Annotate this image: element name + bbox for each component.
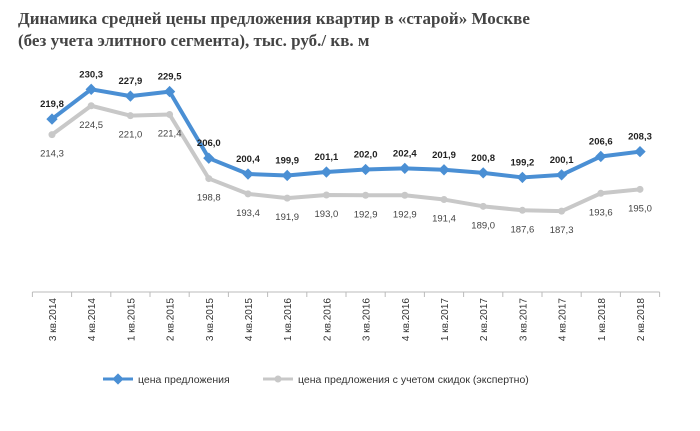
data-label: 187,6 (511, 224, 535, 235)
data-label: 193,6 (589, 207, 613, 218)
data-label: 198,8 (197, 193, 221, 204)
data-label: 221,4 (158, 129, 182, 140)
x-tick-label: 4 кв.2014 (87, 298, 98, 341)
data-point (438, 164, 450, 176)
x-tick-label: 1 кв.2018 (597, 298, 608, 341)
x-tick-label: 3 кв.2014 (48, 298, 59, 341)
x-tick-label: 4 кв.2016 (401, 298, 412, 341)
data-label: 202,0 (354, 150, 378, 161)
data-label: 200,4 (236, 154, 260, 165)
data-label: 200,8 (471, 153, 495, 164)
data-point (203, 152, 215, 164)
chart-title: Динамика средней цены предложения кварти… (18, 9, 530, 50)
series-2: 214,3 224,5 221,0 221,4 198,8 193,4 191,9 193,0… (40, 102, 652, 236)
x-tick-label: 1 кв.2016 (283, 298, 294, 341)
data-label: 224,5 (79, 120, 103, 131)
data-point (242, 168, 254, 180)
data-point (244, 190, 252, 198)
x-tick-label: 1 кв.2017 (440, 298, 451, 341)
legend: цена предложения цена предложения с учето… (103, 373, 529, 386)
data-label: 200,1 (550, 155, 574, 166)
legend-marker-2 (274, 375, 282, 383)
data-label: 202,4 (393, 148, 417, 159)
data-point (595, 150, 607, 163)
data-point (597, 189, 605, 197)
data-point (555, 169, 568, 181)
x-tick-label: 4 кв.2015 (244, 298, 255, 341)
data-label: 192,9 (354, 209, 378, 220)
data-label: 201,1 (315, 152, 339, 163)
x-tick-label: 2 кв.2017 (479, 298, 490, 341)
x-tick-label: 3 кв.2017 (518, 298, 529, 341)
x-tick-label: 1 кв.2015 (126, 298, 137, 341)
data-point (634, 145, 646, 158)
data-label: 192,9 (393, 209, 417, 220)
data-point (362, 191, 370, 199)
data-label: 195,0 (628, 203, 652, 214)
data-label: 191,9 (275, 212, 299, 223)
data-point (126, 112, 134, 120)
data-point (283, 194, 291, 202)
x-axis: 3 кв.2014 4 кв.2014 1 кв.2015 2 кв.2015 3 кв… (31, 291, 661, 341)
data-label: 229,5 (158, 72, 182, 83)
data-point (440, 196, 448, 204)
series-layer: 214,3 224,5 221,0 221,4 198,8 193,4 191,9 193,0… (40, 69, 652, 236)
data-label: 221,0 (119, 130, 143, 141)
data-point (479, 202, 487, 210)
legend-label-2: цена предложения с учетом скидок (экспер… (298, 374, 529, 386)
x-tick-label: 2 кв.2016 (322, 298, 333, 341)
data-label: 189,0 (471, 220, 495, 231)
data-label: 193,0 (315, 209, 339, 220)
x-tick-label: 3 кв.2016 (362, 298, 373, 341)
data-label: 206,0 (197, 138, 221, 149)
data-point (518, 206, 526, 214)
data-point (48, 131, 56, 139)
series-1: 219,8 230,3 227,9 229,5 206,0 200,4 199,9 201,1… (40, 69, 652, 184)
data-point (124, 90, 137, 102)
data-label: 201,9 (432, 150, 456, 161)
data-point (558, 207, 566, 215)
series-line (50, 87, 641, 180)
legend-label-1: цена предложения (138, 374, 230, 386)
data-label: 191,4 (432, 214, 456, 225)
data-point (281, 169, 293, 182)
data-point (401, 191, 409, 199)
data-label: 219,8 (40, 99, 64, 110)
data-point (477, 167, 489, 179)
data-label: 208,3 (628, 132, 652, 143)
x-tick-label: 3 кв.2015 (205, 298, 216, 341)
data-label: 214,3 (40, 149, 64, 160)
data-point (166, 111, 174, 119)
data-label: 230,3 (79, 69, 103, 80)
data-point (516, 171, 529, 184)
legend-marker-1 (112, 373, 124, 385)
data-label: 199,9 (275, 155, 299, 166)
data-point (87, 102, 95, 110)
series-line (50, 103, 641, 214)
x-tick-label: 2 кв.2018 (636, 298, 647, 341)
data-label: 227,9 (119, 76, 143, 87)
data-point (636, 185, 644, 193)
data-point (359, 163, 372, 176)
data-point (205, 175, 213, 183)
data-point (320, 166, 333, 178)
data-point (46, 113, 58, 125)
data-label: 199,2 (511, 157, 535, 168)
data-label: 193,4 (236, 208, 260, 219)
data-point (322, 191, 330, 199)
data-point (399, 162, 411, 175)
data-label: 206,6 (589, 136, 613, 147)
x-tick-label: 4 кв.2017 (558, 298, 569, 341)
x-tick-label: 2 кв.2015 (166, 298, 177, 341)
data-label: 187,3 (550, 225, 574, 236)
